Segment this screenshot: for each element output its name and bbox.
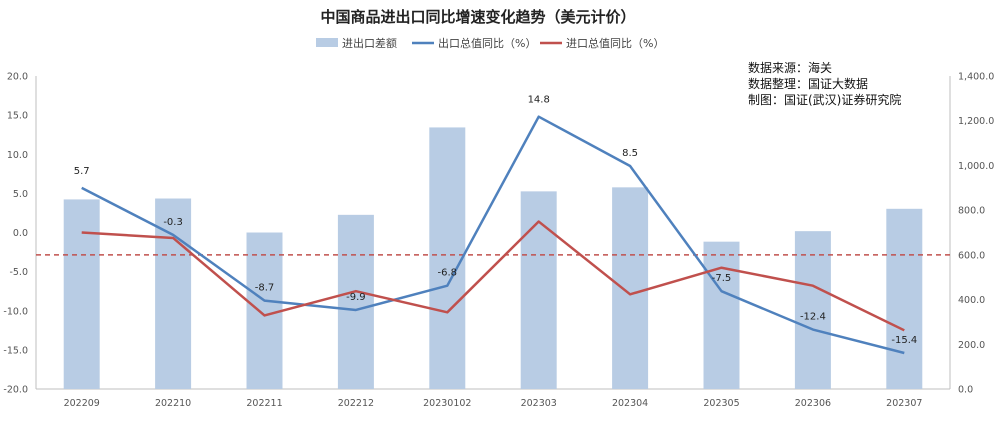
data-label: -15.4 [891,335,917,346]
data-label: -7.5 [712,273,732,284]
x-tick: 202304 [612,398,648,409]
annotations: 数据来源：海关 数据整理：国证大数据 制图：国证(武汉)证券研究院 [748,60,901,107]
legend-swatch-bar [316,38,338,47]
legend-label-import: 进口总值同比（%） [566,36,664,50]
y-left-tick: 5.0 [13,189,28,200]
y-right-tick: 1,200.0 [958,116,994,127]
legend-label-bar: 进出口差额 [342,36,397,50]
x-tick: 20230102 [423,398,471,409]
y-right-tick: 400.0 [958,295,985,306]
y-left-tick: -15.0 [3,345,28,356]
x-tick: 202306 [795,398,831,409]
chart-title: 中国商品进出口同比增速变化趋势（美元计价） [320,8,635,26]
data-label: -12.4 [800,312,826,323]
x-tick: 202212 [338,398,374,409]
annotation-compiler: 数据整理：国证大数据 [748,76,868,91]
legend-label-export: 出口总值同比（%） [438,36,536,50]
x-tick: 202305 [703,398,739,409]
x-tick: 202210 [155,398,191,409]
bar-202209 [63,199,100,389]
data-label: -9.9 [346,292,366,303]
bar-202306 [794,231,831,389]
y-left-tick: -5.0 [9,267,28,278]
y-left-tick: 0.0 [13,228,28,239]
line-series-export [81,115,905,355]
bar-202304 [612,187,649,389]
y-left-tick: -10.0 [3,306,28,317]
y-left-tick: 15.0 [7,111,28,122]
data-label: 5.7 [74,166,90,177]
x-tick: 202209 [64,398,100,409]
legend: 进出口差额 出口总值同比（%） 进口总值同比（%） [316,36,664,50]
annotation-author: 制图：国证(武汉)证券研究院 [748,92,901,107]
x-tick: 202211 [246,398,282,409]
y-left-tick: -20.0 [3,385,28,396]
y-right-tick: 600.0 [958,250,985,261]
bar-202305 [703,241,740,389]
bar-20230102 [429,127,466,390]
bar-202212 [337,214,374,389]
bar-202210 [155,198,192,389]
y-left-tick: 10.0 [7,150,28,161]
line-series-import [81,220,905,332]
y-right-tick: 1,000.0 [958,161,994,172]
x-tick: 202303 [521,398,557,409]
bar-202303 [520,191,557,389]
y-right-tick: 200.0 [958,340,985,351]
x-tick: 202307 [886,398,922,409]
y-left-tick: 20.0 [7,72,28,83]
annotation-source: 数据来源：海关 [748,60,832,75]
y-right-tick: 1,400.0 [958,72,994,83]
y-right-tick: 800.0 [958,206,985,217]
data-label: -8.7 [255,283,275,294]
y-right-tick: 0.0 [958,385,973,396]
data-label: -0.3 [163,217,183,228]
data-label: 8.5 [622,148,638,159]
bar-202211 [246,232,283,389]
data-label: -6.8 [438,268,458,279]
data-label: 14.8 [528,95,550,106]
bar-202307 [886,208,923,389]
